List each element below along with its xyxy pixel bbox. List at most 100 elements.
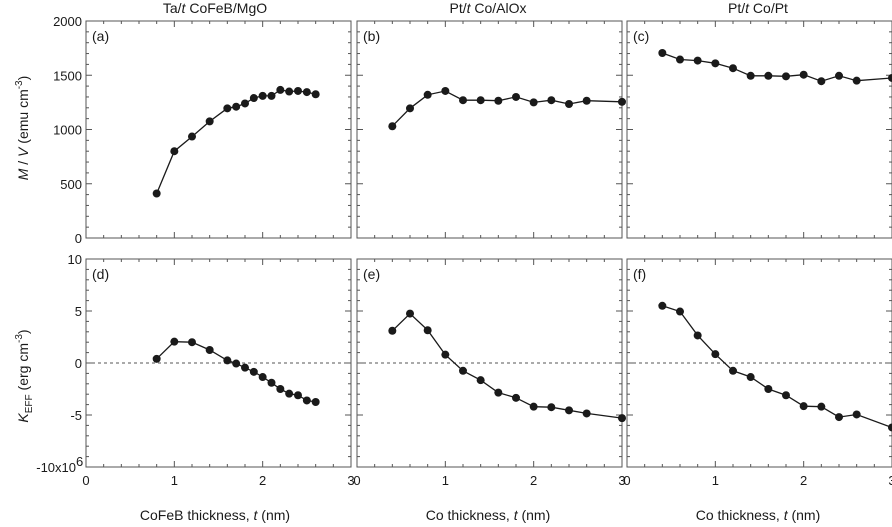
data-point: [582, 409, 591, 418]
data-point: [249, 94, 258, 103]
data-point: [676, 307, 684, 316]
panel-label: (e): [363, 266, 380, 282]
data-point: [258, 373, 267, 382]
y-tick-label: 5: [75, 304, 82, 319]
plot-frame: [356, 20, 623, 239]
data-point: [711, 59, 720, 68]
data-point: [729, 366, 737, 375]
x-tick-label: 0: [353, 473, 360, 488]
data-point: [311, 398, 320, 406]
data-point: [241, 363, 249, 372]
x-tick-label: 1: [712, 473, 719, 488]
data-point: [529, 402, 538, 411]
data-point: [711, 350, 720, 359]
y-tick-label: -5: [70, 408, 82, 423]
data-point: [658, 301, 667, 310]
data-point: [205, 117, 214, 126]
y-tick-label: 0: [75, 231, 82, 246]
data-point: [267, 91, 276, 100]
data-point: [152, 354, 161, 363]
data-point: [249, 367, 258, 376]
data-point: [494, 96, 503, 105]
data-point: [276, 85, 285, 94]
data-point: [441, 350, 450, 359]
x-tick-label: 3: [347, 473, 354, 488]
data-point: [267, 378, 276, 387]
x-tick-label: 1: [442, 473, 449, 488]
y-tick-label: 0: [75, 356, 82, 371]
data-point: [388, 326, 397, 335]
data-point: [205, 346, 214, 354]
y-tick-label: 500: [60, 177, 82, 192]
data-point: [285, 389, 294, 398]
data-point: [693, 331, 702, 340]
y-tick-label: 2000: [53, 14, 82, 29]
data-point: [547, 403, 556, 412]
data-point: [888, 423, 892, 432]
data-point: [223, 104, 232, 113]
data-point: [476, 376, 485, 385]
panel-f: 0 1 2 3 (f): [623, 258, 892, 488]
data-point: [294, 391, 302, 400]
data-point: [693, 56, 702, 65]
data-point: [232, 359, 241, 368]
data-point: [388, 122, 397, 131]
panel-label: (a): [92, 28, 109, 44]
panel-label: (c): [633, 28, 649, 44]
data-point: [188, 132, 196, 141]
data-point: [764, 71, 773, 80]
data-point: [529, 98, 538, 107]
data-point: [565, 100, 573, 109]
y-axis-title-magnetization: M / V (emu cm-3): [14, 76, 31, 181]
data-point: [241, 99, 249, 108]
data-point: [476, 96, 485, 105]
data-point: [406, 309, 414, 318]
panel-label: (f): [633, 266, 646, 282]
data-point: [565, 406, 573, 415]
data-point: [746, 71, 755, 80]
x-tick-label: 0: [623, 473, 630, 488]
data-point: [512, 393, 520, 402]
data-point: [223, 356, 232, 365]
column-title-1: Ta/t CoFeB/MgO: [163, 0, 267, 16]
data-point: [459, 366, 467, 375]
data-point: [658, 49, 667, 58]
column-title-3: Pt/t Co/Pt: [728, 0, 788, 16]
series-line: [662, 305, 892, 429]
panel-c: (c): [626, 20, 892, 239]
y-tick-label: -10x10: [36, 460, 76, 475]
data-point: [547, 96, 556, 105]
data-point: [746, 373, 755, 382]
data-point: [170, 147, 179, 156]
data-point: [152, 189, 161, 198]
data-point: [276, 385, 285, 393]
data-point: [494, 388, 503, 397]
data-point: [835, 71, 843, 80]
data-point: [311, 90, 320, 99]
data-point: [764, 385, 773, 393]
x-tick-label: 1: [171, 473, 178, 488]
data-point: [618, 97, 626, 106]
panel-a: 0 500 1000 1500 2000 (a): [53, 14, 352, 246]
data-point: [782, 72, 790, 81]
plot-frame: [626, 20, 892, 239]
data-point: [459, 96, 467, 105]
x-tick-label: 3: [888, 473, 892, 488]
data-point: [799, 402, 808, 411]
data-point: [835, 413, 843, 422]
data-point: [441, 86, 450, 95]
y-tick-label: 1500: [53, 68, 82, 83]
x-tick-label: 2: [800, 473, 807, 488]
data-point: [512, 92, 520, 101]
data-point: [817, 77, 826, 86]
data-point: [782, 391, 790, 400]
data-point: [232, 102, 241, 111]
panel-b: (b): [356, 20, 626, 239]
data-point: [406, 104, 414, 113]
data-point: [285, 87, 294, 96]
column-title-2: Pt/t Co/AlOx: [449, 0, 526, 16]
x-tick-label: 3: [618, 473, 625, 488]
panel-label: (d): [92, 266, 109, 282]
